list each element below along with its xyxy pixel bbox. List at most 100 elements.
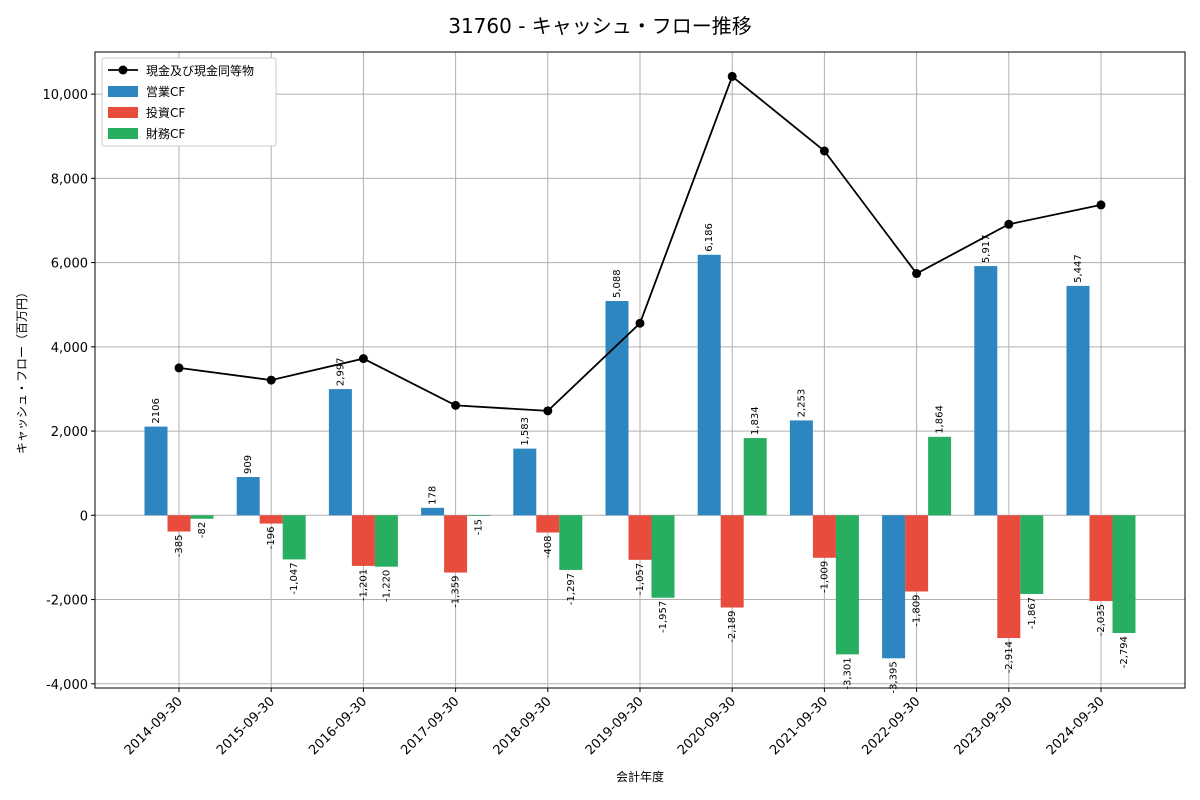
cash-point-2022-09-30 — [912, 269, 922, 279]
data-label: -1,201 — [358, 569, 369, 601]
data-label: 2106 — [151, 398, 162, 423]
bar-財務CF-2015-09-30 — [282, 515, 306, 560]
bar-財務CF-2019-09-30 — [651, 515, 675, 598]
data-label: 909 — [243, 455, 254, 474]
data-label: -196 — [266, 527, 277, 550]
legend-swatch-投資CF — [108, 107, 138, 118]
data-label: 2,253 — [796, 389, 807, 418]
bar-営業CF-2022-09-30 — [882, 515, 906, 659]
data-label: -1,867 — [1027, 597, 1038, 629]
bar-財務CF-2016-09-30 — [374, 515, 398, 567]
bar-財務CF-2014-09-30 — [190, 515, 214, 519]
cash-point-2023-09-30 — [1004, 219, 1014, 229]
x-tick-label: 2015-09-30 — [214, 694, 278, 758]
axes: -4,000 -2,000 0 2,000 4,000 6,000 8,000 10,000 2… — [43, 88, 1108, 758]
y-axis-label: キャッシュ・フロー（百万円） — [15, 286, 29, 454]
x-tick-label: 2018-09-30 — [491, 694, 555, 758]
x-tick-label: 2016-09-30 — [306, 694, 370, 758]
bar-投資CF-2019-09-30 — [628, 515, 652, 560]
data-label: 5,088 — [612, 269, 623, 298]
bar-投資CF-2023-09-30 — [997, 515, 1021, 639]
cash-point-2015-09-30 — [266, 375, 276, 385]
x-tick-label: 2014-09-30 — [122, 694, 186, 758]
bar-営業CF-2020-09-30 — [697, 254, 721, 516]
data-label: 2,997 — [335, 357, 346, 386]
bar-営業CF-2023-09-30 — [974, 266, 998, 516]
bar-営業CF-2024-09-30 — [1066, 285, 1090, 516]
data-label: 1,583 — [520, 417, 531, 446]
bar-営業CF-2019-09-30 — [605, 301, 629, 516]
bars — [144, 254, 1136, 659]
cash-point-2020-09-30 — [727, 71, 737, 81]
bar-営業CF-2021-09-30 — [789, 420, 813, 516]
data-label: -3,395 — [889, 661, 900, 693]
bar-財務CF-2021-09-30 — [835, 515, 859, 655]
x-tick-label: 2019-09-30 — [583, 694, 647, 758]
x-axis-label: 会計年度 — [616, 769, 664, 784]
bar-投資CF-2018-09-30 — [536, 515, 560, 533]
y-tick-label: 0 — [80, 509, 88, 524]
data-label: -1,220 — [381, 570, 392, 602]
x-tick-label: 2017-09-30 — [398, 694, 462, 758]
y-tick-label: 4,000 — [51, 341, 88, 356]
bar-投資CF-2016-09-30 — [351, 515, 375, 566]
x-tick-label: 2020-09-30 — [675, 694, 739, 758]
bar-営業CF-2016-09-30 — [328, 389, 352, 516]
bar-投資CF-2022-09-30 — [905, 515, 929, 592]
data-label: -1,047 — [289, 562, 300, 594]
bar-財務CF-2024-09-30 — [1112, 515, 1136, 633]
cash-line — [174, 71, 1106, 416]
bar-投資CF-2017-09-30 — [444, 515, 468, 573]
data-label: -2,794 — [1119, 636, 1130, 668]
data-label: -1,009 — [819, 561, 830, 593]
data-label: -1,809 — [912, 595, 923, 627]
data-label: -1,297 — [566, 573, 577, 605]
data-label: -82 — [197, 522, 208, 538]
legend-box — [101, 57, 277, 147]
cash-point-2024-09-30 — [1096, 200, 1106, 210]
legend-label: 財務CF — [146, 126, 185, 141]
bar-営業CF-2014-09-30 — [144, 426, 168, 516]
bar-営業CF-2018-09-30 — [513, 448, 537, 516]
y-tick-label: 8,000 — [51, 172, 88, 187]
y-tick-label: 10,000 — [43, 88, 89, 103]
y-tick-label: 6,000 — [51, 257, 88, 272]
bar-投資CF-2020-09-30 — [720, 515, 744, 608]
y-tick-label: -4,000 — [46, 678, 88, 693]
bar-投資CF-2024-09-30 — [1089, 515, 1113, 602]
legend-label: 投資CF — [146, 105, 185, 120]
legend-label: 営業CF — [146, 85, 185, 99]
bar-投資CF-2015-09-30 — [259, 515, 283, 524]
legend-swatch-営業CF — [108, 86, 138, 97]
bar-財務CF-2023-09-30 — [1020, 515, 1044, 594]
grid — [95, 52, 1185, 688]
data-label: -1,957 — [658, 601, 669, 633]
bar-営業CF-2017-09-30 — [421, 507, 445, 516]
data-label: 1,834 — [750, 406, 761, 435]
y-tick-label: -2,000 — [46, 594, 88, 609]
bar-財務CF-2017-09-30 — [467, 515, 491, 516]
cash-point-2017-09-30 — [451, 400, 461, 410]
bar-投資CF-2021-09-30 — [812, 515, 836, 558]
data-label: -1,359 — [451, 576, 462, 608]
legend-line-marker — [118, 65, 128, 75]
chart-title: 31760 - キャッシュ・フロー推移 — [448, 14, 752, 38]
cash-point-2016-09-30 — [358, 354, 368, 364]
data-label: -408 — [543, 535, 554, 558]
bar-財務CF-2020-09-30 — [743, 438, 767, 516]
bar-財務CF-2022-09-30 — [928, 436, 952, 516]
data-label: -385 — [174, 535, 185, 558]
y-tick-label: 2,000 — [51, 425, 88, 440]
x-tick-label: 2021-09-30 — [767, 694, 831, 758]
data-label: -15 — [474, 519, 485, 535]
x-tick-label: 2024-09-30 — [1044, 694, 1108, 758]
x-tick-label: 2023-09-30 — [952, 694, 1016, 758]
data-label: 1,864 — [935, 405, 946, 434]
legend-swatch-財務CF — [108, 128, 138, 139]
cash-point-2014-09-30 — [174, 363, 184, 373]
data-label: -1,057 — [635, 563, 646, 595]
data-label: 5,917 — [981, 234, 992, 263]
bar-財務CF-2018-09-30 — [559, 515, 583, 570]
